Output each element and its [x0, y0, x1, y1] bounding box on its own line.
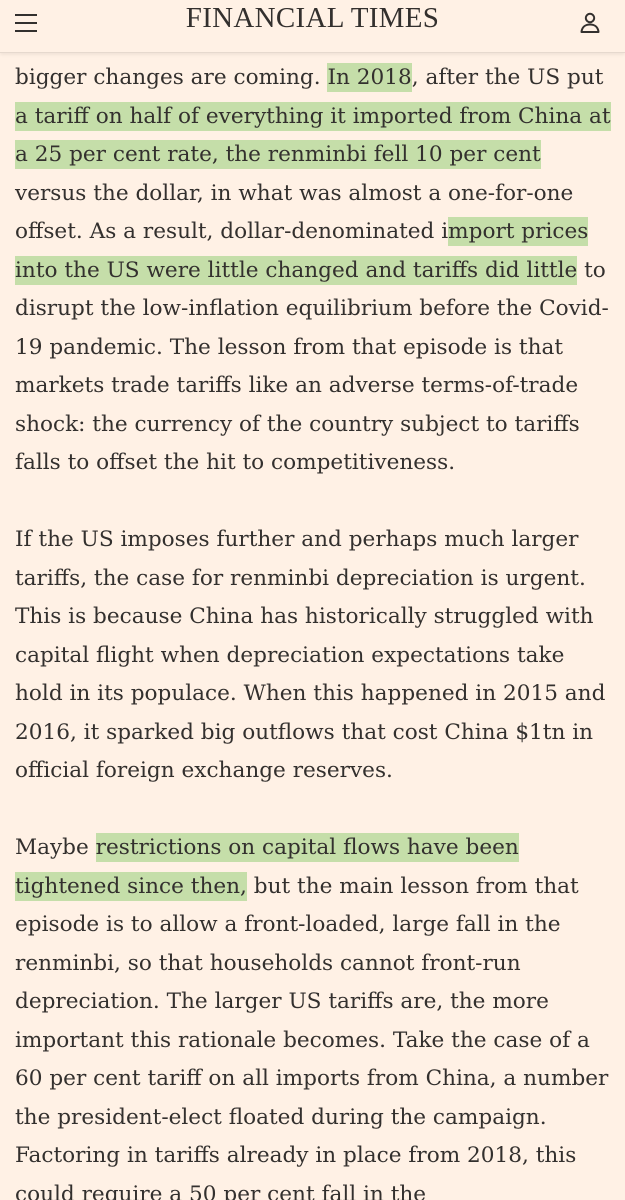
paragraph-text: bigger changes are coming.: [15, 65, 328, 90]
article-paragraph: If the US imposes further and perhaps mu…: [15, 527, 606, 783]
site-header: FINANCIAL TIMES: [0, 0, 625, 53]
hamburger-menu-icon[interactable]: [10, 8, 44, 42]
article-paragraph: Maybe restrictions on capital flows have…: [15, 829, 615, 1200]
article-body: bigger changes are coming. In 2018, afte…: [15, 59, 615, 1200]
user-account-icon[interactable]: [577, 10, 603, 36]
paragraph-text: versus the dollar, in what was almost a …: [15, 180, 574, 245]
paragraph-text: to disrupt the low-inflation equilibrium…: [15, 257, 609, 476]
paragraph-text: Maybe: [15, 835, 96, 860]
paragraph-text: , after the US put: [411, 65, 604, 90]
highlighted-text: a tariff on half of everything it import…: [15, 101, 611, 169]
paragraph-text: but the main lesson from that episode is…: [15, 873, 609, 1200]
highlighted-text: In 2018: [327, 63, 412, 92]
site-logo[interactable]: FINANCIAL TIMES: [185, 2, 440, 34]
article-paragraph: bigger changes are coming. In 2018, afte…: [15, 59, 615, 483]
